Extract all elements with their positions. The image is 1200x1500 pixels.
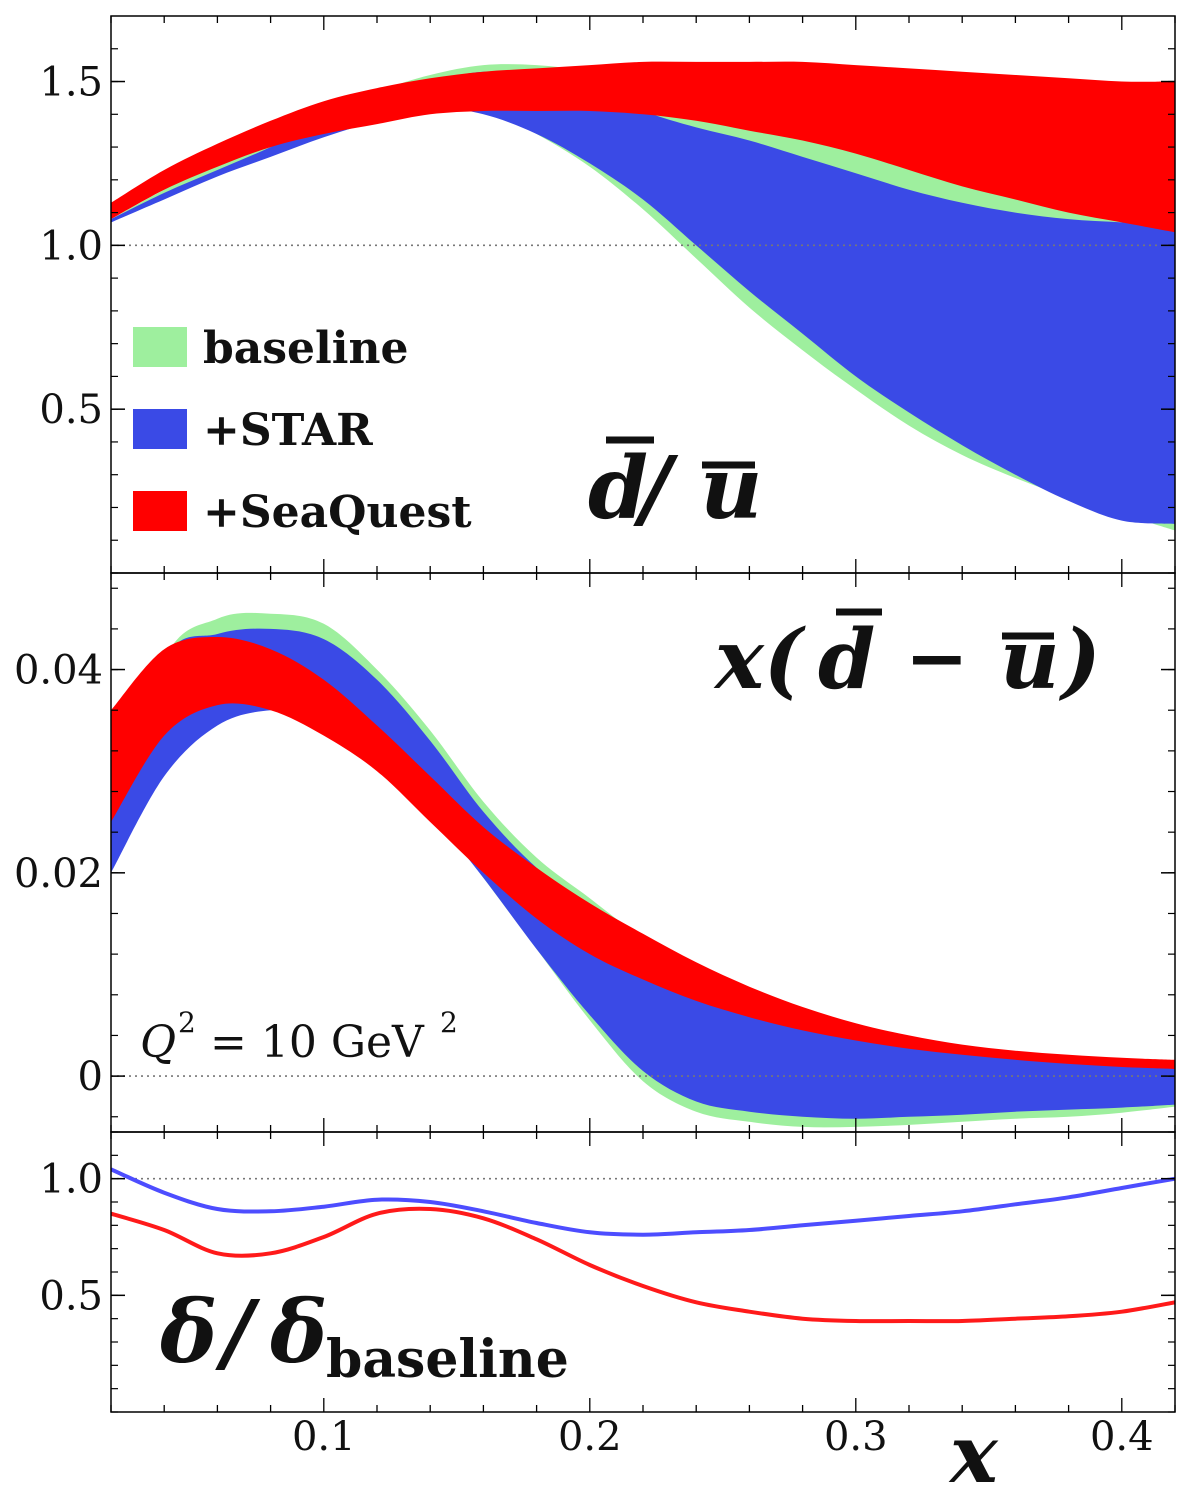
- label-mid-open: x(: [713, 612, 806, 708]
- bands-middle: [111, 612, 1175, 1128]
- panel-bottom-delta-ratio: 0.5 1.0: [39, 1131, 1176, 1413]
- label-top-dbar: d: [588, 438, 648, 539]
- x-tick-label: 0.4: [1090, 1414, 1154, 1460]
- y-tick-label-top: 1.0: [39, 223, 103, 269]
- legend: baseline +STAR +SeaQuest: [133, 323, 472, 538]
- label-bot-delta: δ: [159, 1282, 217, 1383]
- bands-top: [111, 61, 1175, 531]
- x-axis-label: x: [948, 1407, 999, 1500]
- label-mid-close: ): [1058, 612, 1101, 708]
- y-tick-label-middle: 0.02: [14, 851, 103, 897]
- label-top-slash: /: [633, 438, 679, 539]
- panel-label-bottom: δ / δ baseline: [159, 1282, 569, 1390]
- panel-label-top: d / u: [588, 436, 763, 539]
- legend-label-seaquest: +SeaQuest: [203, 487, 472, 538]
- annotation-q: Q: [140, 1017, 176, 1068]
- line-bottom-star: [111, 1167, 1175, 1237]
- legend-swatch-star: [133, 409, 187, 449]
- y-tick-label-middle: 0: [78, 1054, 103, 1100]
- band-top-seaquest: [111, 61, 1175, 233]
- label-bot-delta2: δ: [269, 1282, 327, 1383]
- panel-top-dbar-over-ubar: 0.5 1.0 1.5: [39, 15, 1176, 574]
- x-tick-labels: 0.1 0.2 0.3 0.4: [292, 1414, 1154, 1460]
- frame-bottom: [110, 1131, 1176, 1413]
- y-tick-label-top: 1.5: [39, 60, 103, 106]
- annotation-q2: Q 2 = 10 GeV 2: [140, 1006, 458, 1068]
- y-tick-label-top: 0.5: [39, 387, 103, 433]
- y-tick-label-bottom: 0.5: [39, 1273, 103, 1319]
- band-top-star: [111, 71, 1175, 524]
- x-tick-label: 0.3: [824, 1414, 888, 1460]
- label-top-ubar: u: [700, 438, 763, 539]
- label-mid-ubar: u: [1000, 612, 1060, 708]
- legend-swatch-baseline: [133, 327, 187, 367]
- band-middle-seaquest: [111, 637, 1175, 1069]
- panel-label-middle: x( d − u ): [713, 608, 1101, 708]
- annotation-gev-exp: 2: [440, 1006, 458, 1039]
- lines-bottom: [111, 1167, 1175, 1324]
- y-tick-label-middle: 0.04: [14, 648, 103, 694]
- label-bot-slash: /: [215, 1282, 261, 1383]
- x-tick-label: 0.2: [558, 1414, 622, 1460]
- panel-middle-x-dbar-minus-ubar: 0 0.02 0.04: [14, 572, 1176, 1133]
- annotation-rest: = 10 GeV: [210, 1017, 425, 1068]
- band-top-baseline: [111, 64, 1175, 531]
- legend-swatch-seaquest: [133, 491, 187, 531]
- annotation-q-exp: 2: [178, 1006, 196, 1039]
- y-tick-label-bottom: 1.0: [39, 1157, 103, 1203]
- label-bot-subscript: baseline: [326, 1329, 569, 1390]
- label-mid-dbar: d: [818, 612, 875, 708]
- line-bottom-seaquest: [111, 1206, 1175, 1324]
- legend-label-baseline: baseline: [203, 323, 408, 374]
- ticks-top: 0.5 1.0 1.5: [39, 16, 1176, 574]
- legend-label-star: +STAR: [203, 405, 373, 456]
- ticks-middle: 0 0.02 0.04: [14, 573, 1176, 1132]
- x-tick-label: 0.1: [292, 1414, 356, 1460]
- label-mid-minus: −: [905, 613, 969, 702]
